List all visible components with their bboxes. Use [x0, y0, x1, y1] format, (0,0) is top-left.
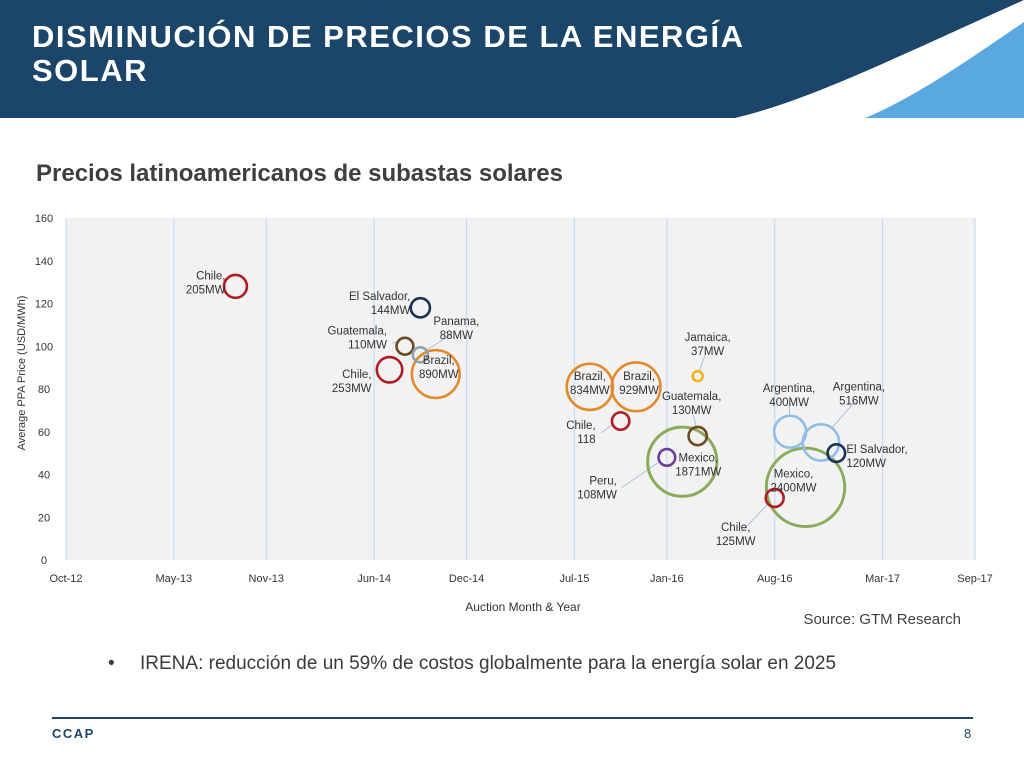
bubble-label: 130MW — [672, 405, 712, 417]
y-tick-label: 80 — [38, 384, 50, 396]
bubble-label: 516MW — [839, 395, 879, 407]
leader-lines — [392, 334, 856, 534]
y-tick-label: 40 — [38, 470, 50, 482]
bubble-chile — [610, 411, 631, 432]
plot-area — [66, 218, 975, 560]
bubble-label: Brazil, — [574, 371, 606, 383]
y-tick-label: 140 — [35, 256, 53, 268]
gridlines — [65, 218, 976, 560]
bubble-label: El Salvador, — [846, 444, 907, 456]
bubble-label: Brazil, — [623, 371, 655, 383]
x-tick-label: Jun-14 — [357, 573, 391, 585]
bubble-label: 120MW — [846, 458, 886, 470]
bubble-jamaica — [691, 369, 704, 383]
leader-line — [600, 423, 613, 434]
bubble-label: Brazil, — [423, 355, 455, 367]
bubble-label: 890MW — [419, 369, 459, 381]
bubble-label: Mexico, — [678, 453, 718, 465]
bubble-label: 110MW — [348, 339, 387, 351]
bubble-mexico — [646, 425, 719, 498]
bullet-text: IRENA: reducción de un 59% de costos glo… — [140, 653, 837, 674]
bubble-label: 205MW — [186, 284, 226, 296]
bubble-label: Argentina, — [763, 383, 815, 395]
x-tick-label: Jul-15 — [559, 573, 589, 585]
leader-line — [621, 461, 660, 488]
x-tick-label: May-13 — [156, 573, 193, 585]
bubble-label: 2400MW — [771, 482, 817, 494]
leader-line — [692, 411, 697, 428]
bubble-label: Chile, — [342, 369, 371, 381]
slide-header: DISMINUCIÓN DE PRECIOS DE LA ENERGÍA SOL… — [0, 0, 1024, 118]
footer-brand: CCAP — [52, 726, 95, 741]
bubble-label: 253MW — [332, 383, 372, 395]
leader-line — [698, 352, 707, 372]
bubble-label: El Salvador, — [349, 291, 410, 303]
bubble-label: Chile, — [566, 420, 595, 432]
bubble-label: Guatemala, — [327, 325, 386, 337]
bubble-brazil — [410, 348, 461, 400]
x-axis-title: Auction Month & Year — [465, 600, 580, 614]
x-tick-label: Nov-13 — [249, 573, 284, 585]
bubble-label: Panama, — [433, 316, 479, 328]
bubble-chart: 0 20 40 60 80 100 120 140 160 Oct-12 May-13 Nov-13… — [16, 213, 993, 614]
bubble-label: 118 — [577, 434, 595, 446]
bubble-el-salvador — [826, 443, 847, 464]
y-tick-label: 120 — [35, 299, 53, 311]
bubble-chile — [375, 355, 404, 384]
bubble-label: 1871MW — [675, 467, 721, 479]
bubble-labels: Chile, 205MW El Salvador, 144MW Guatemala, 11… — [186, 270, 908, 548]
y-axis-title: Average PPA Price (USD/MWh) — [16, 296, 28, 451]
header-decoration — [735, 0, 1024, 118]
y-tick-label: 20 — [38, 512, 50, 524]
bubble-el-salvador — [409, 296, 432, 319]
source-note: Source: GTM Research — [803, 611, 961, 628]
x-tick-label: Mar-17 — [865, 573, 900, 585]
bubble-label: 88MW — [440, 330, 473, 342]
bubble-mexico — [764, 446, 847, 529]
bubble-label: 929MW — [619, 385, 659, 397]
bubble-label: Chile, — [721, 522, 750, 534]
bubble-label: Jamaica, — [685, 332, 731, 344]
bubble-label: 834MW — [570, 385, 610, 397]
header-blue-swoosh — [865, 22, 1024, 118]
bubble-label: 37MW — [691, 346, 724, 358]
y-tick-label: 60 — [38, 427, 50, 439]
bubble-chile — [764, 487, 785, 509]
x-axis: Oct-12 May-13 Nov-13 Jun-14 Dec-14 Jul-15 Jan-… — [49, 573, 992, 585]
y-tick-label: 160 — [35, 213, 53, 225]
footer-divider — [52, 717, 973, 719]
bubble-brazil — [565, 362, 615, 412]
x-tick-label: Aug-16 — [757, 573, 792, 585]
bubble-label: Guatemala, — [662, 391, 721, 403]
leader-line — [831, 400, 856, 429]
x-tick-label: Oct-12 — [49, 573, 82, 585]
leader-line — [739, 503, 769, 534]
bubble-label: 144MW — [371, 305, 411, 317]
leader-line — [426, 334, 452, 351]
bullet-marker: • — [108, 653, 115, 674]
bubble-label: Peru, — [589, 475, 617, 487]
bubble-label: 108MW — [577, 489, 617, 501]
bubble-label: Argentina, — [833, 381, 885, 393]
y-tick-label: 100 — [35, 341, 53, 353]
page-number: 8 — [964, 726, 972, 741]
y-tick-label: 0 — [41, 555, 47, 567]
bubble-argentina — [772, 414, 808, 450]
bubble-peru — [657, 447, 677, 468]
bubbles — [222, 273, 847, 529]
chart-subtitle: Precios latinoamericanos de subastas sol… — [36, 160, 563, 187]
x-tick-label: Sep-17 — [957, 573, 992, 585]
bubble-label: 125MW — [716, 536, 756, 548]
bubble-panama — [411, 345, 430, 364]
bubble-label: 400MW — [769, 397, 809, 409]
bubble-label: Mexico, — [774, 468, 814, 480]
x-tick-label: Jan-16 — [650, 573, 684, 585]
bubble-chile — [222, 273, 249, 300]
bubble-guatemala — [687, 425, 709, 447]
bubble-guatemala — [395, 336, 415, 356]
y-axis: 0 20 40 60 80 100 120 140 160 — [35, 213, 53, 567]
slide-title: DISMINUCIÓN DE PRECIOS DE LA ENERGÍA SOL… — [32, 19, 744, 88]
bubble-label: Chile, — [196, 270, 225, 282]
x-tick-label: Dec-14 — [449, 573, 484, 585]
